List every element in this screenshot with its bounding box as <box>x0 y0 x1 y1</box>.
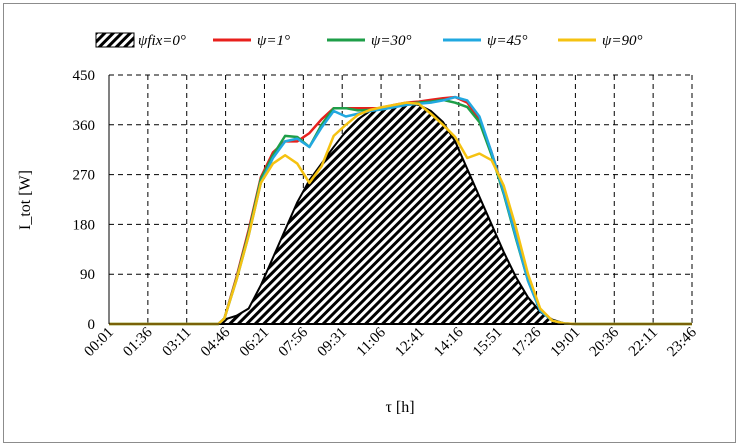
legend-item-psi-45: ψ=45° <box>443 33 527 49</box>
x-tick-label: 22:11 <box>626 325 661 360</box>
legend: ψfix=0° ψ=1° ψ=30° ψ=45° ψ=90° <box>95 32 642 49</box>
x-tick-label: 15:51 <box>470 325 505 360</box>
y-tick-label: 180 <box>73 217 96 233</box>
y-tick-label: 270 <box>73 168 96 184</box>
y-axis-label-text: I_tot [W] <box>17 170 34 230</box>
legend-label: ψfix=0° <box>138 33 186 49</box>
legend-label: ψ=1° <box>257 33 290 49</box>
y-axis-label: I_tot [W] <box>17 170 34 230</box>
line-psi-90 <box>109 101 692 326</box>
axes-layer <box>108 75 692 325</box>
x-tick-label: 19:01 <box>548 325 583 360</box>
x-tick-label: 14:16 <box>431 324 467 360</box>
x-tick-label: 20:36 <box>587 324 623 360</box>
x-tick-label: 06:21 <box>237 325 272 360</box>
legend-item-psi-1: ψ=1° <box>213 33 290 49</box>
legend-label: ψ=30° <box>371 33 411 49</box>
x-tick-label: 09:31 <box>315 325 350 360</box>
x-axis-label: τ [h] <box>385 399 414 416</box>
area-layer <box>109 102 692 325</box>
x-tick-label: 04:46 <box>198 324 234 360</box>
y-tick-labels: 0 90 180 270 360 450 <box>73 68 96 333</box>
legend-item-psi-90: ψ=90° <box>558 33 642 49</box>
x-tick-label: 07:56 <box>276 324 312 360</box>
legend-item-psi-fix-0: ψfix=0° <box>95 32 186 49</box>
x-tick-label: 11:06 <box>354 324 389 359</box>
x-tick-label: 12:41 <box>392 325 427 360</box>
legend-item-psi-30: ψ=30° <box>327 33 411 49</box>
legend-label: ψ=90° <box>602 33 642 49</box>
legend-swatch-hatched <box>95 32 135 48</box>
x-tick-label: 01:36 <box>120 324 156 360</box>
x-tick-label: 17:26 <box>509 324 545 360</box>
lines-layer <box>109 95 692 326</box>
y-tick-label: 360 <box>73 118 96 134</box>
legend-label: ψ=45° <box>487 33 527 49</box>
x-tick-label: 23:46 <box>664 324 700 360</box>
y-tick-label: 450 <box>73 68 96 84</box>
x-tick-label: 03:11 <box>159 325 194 360</box>
x-tick-labels: 00:01 01:36 03:11 04:46 06:21 07:56 09:31 11:06… <box>81 324 700 360</box>
y-tick-label: 90 <box>80 267 95 283</box>
y-tick-label: 0 <box>88 317 96 333</box>
area-psi-fix-0 <box>109 102 692 325</box>
